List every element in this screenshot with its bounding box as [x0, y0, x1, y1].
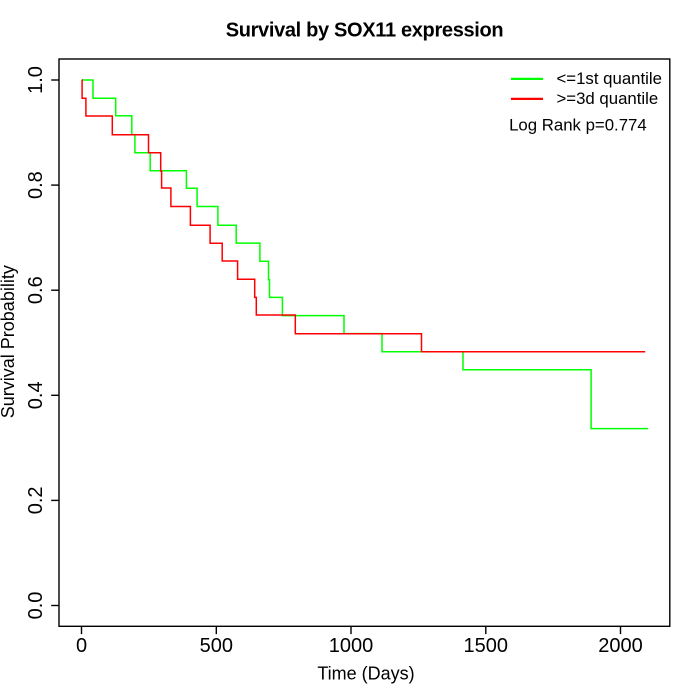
- svg-text:1500: 1500: [464, 635, 509, 657]
- svg-text:0.6: 0.6: [25, 276, 47, 304]
- svg-text:0.2: 0.2: [25, 486, 47, 514]
- svg-text:1000: 1000: [329, 635, 374, 657]
- svg-text:Time (Days): Time (Days): [317, 663, 414, 683]
- svg-text:0.0: 0.0: [25, 592, 47, 620]
- svg-text:500: 500: [200, 635, 233, 657]
- svg-text:Survival Probability: Survival Probability: [0, 265, 18, 418]
- svg-text:<=1st quantile: <=1st quantile: [557, 69, 662, 88]
- svg-text:0.4: 0.4: [25, 381, 47, 409]
- svg-text:0.8: 0.8: [25, 171, 47, 199]
- svg-text:0: 0: [76, 635, 87, 657]
- svg-text:Survival by SOX11 expression: Survival by SOX11 expression: [226, 20, 504, 42]
- svg-text:>=3d quantile: >=3d quantile: [557, 89, 659, 108]
- svg-text:1.0: 1.0: [25, 66, 47, 94]
- svg-text:2000: 2000: [598, 635, 643, 657]
- svg-text:Log Rank p=0.774: Log Rank p=0.774: [509, 116, 647, 135]
